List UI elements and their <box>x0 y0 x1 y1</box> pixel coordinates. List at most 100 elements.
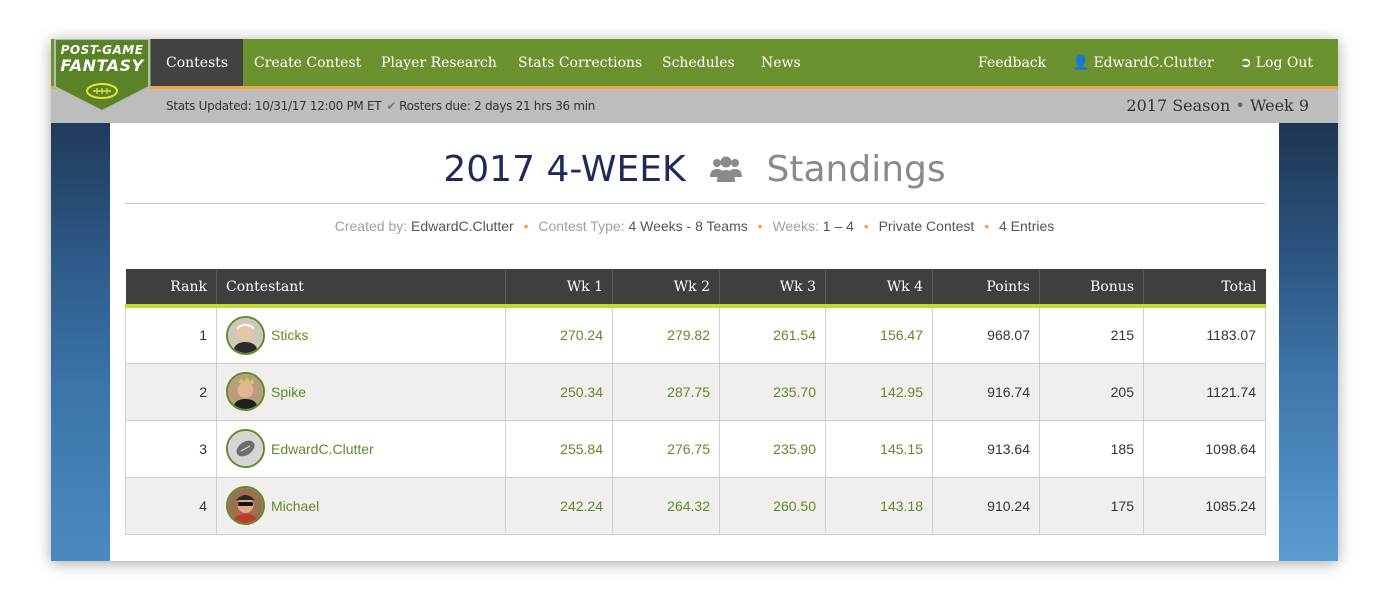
points-cell: 910.24 <box>932 476 1040 535</box>
stats-updated-text: Stats Updated: 10/31/17 12:00 PM ET <box>166 99 382 113</box>
total-cell: 1085.24 <box>1143 476 1266 535</box>
top-nav-bar: Contests Create Contest Player Research … <box>51 39 1338 89</box>
wk2-cell: 276.75 <box>612 419 720 478</box>
wk3-cell: 235.90 <box>719 419 826 478</box>
col-contestant[interactable]: Contestant <box>216 269 506 308</box>
season-text: 2017 Season <box>1126 96 1231 115</box>
season-week: 2017 Season • Week 9 <box>1126 96 1309 115</box>
background-right <box>1279 123 1338 561</box>
contestant-link[interactable]: Michael <box>271 497 320 514</box>
wk4-cell: 143.18 <box>825 476 933 535</box>
nav-logout[interactable]: ➲ Log Out <box>1225 39 1328 86</box>
contest-type-label: Contest Type: <box>538 218 625 234</box>
points-cell: 968.07 <box>932 305 1040 364</box>
standings-table: Rank Contestant Wk 1 Wk 2 Wk 3 Wk 4 Poin… <box>125 269 1266 535</box>
wk3-cell: 260.50 <box>719 476 826 535</box>
rank-cell: 2 <box>125 362 217 421</box>
wk1-cell: 255.84 <box>505 419 613 478</box>
col-points[interactable]: Points <box>932 269 1040 308</box>
check-icon: ✔ <box>386 99 397 113</box>
table-header-row: Rank Contestant Wk 1 Wk 2 Wk 3 Wk 4 Poin… <box>125 269 1266 308</box>
nav-user-name: EdwardC.Clutter <box>1093 55 1214 71</box>
title-contest: 4-WEEK <box>546 149 686 190</box>
avatar[interactable] <box>226 486 265 525</box>
post-game-fantasy-logo[interactable]: POST-GAME FANTASY <box>53 39 151 111</box>
contestant-link[interactable]: Sticks <box>271 327 309 344</box>
wk2-cell: 287.75 <box>612 362 720 421</box>
points-cell: 913.64 <box>932 419 1040 478</box>
bonus-cell: 175 <box>1039 476 1144 535</box>
meta-separator: • <box>984 218 990 234</box>
created-by-label: Created by: <box>334 218 408 234</box>
weeks-value: 1 – 4 <box>822 218 854 234</box>
meta-separator: • <box>757 218 763 234</box>
table-row: 3 EdwardC.Clutter 255.84 276.75 235.90 1… <box>125 419 1266 478</box>
title-year: 2017 <box>443 149 535 190</box>
wk4-cell: 145.15 <box>825 419 933 478</box>
contestant-link[interactable]: EdwardC.Clutter <box>271 440 374 457</box>
rank-cell: 1 <box>125 305 217 364</box>
table-row: 1 Sticks 270.24 279.82 261.54 156.47 968… <box>125 305 1266 364</box>
logo-shield-icon <box>54 39 150 111</box>
standings-panel: 2017 4-WEEK Standings Created by: Edward… <box>110 123 1279 561</box>
contest-meta: Created by: EdwardC.Clutter • Contest Ty… <box>110 218 1279 234</box>
title-divider <box>125 203 1265 204</box>
contestant-link[interactable]: Spike <box>271 383 307 400</box>
col-wk1[interactable]: Wk 1 <box>505 269 613 308</box>
wk3-cell: 235.70 <box>719 362 826 421</box>
status-bar: Stats Updated: 10/31/17 12:00 PM ET ✔ Rost… <box>51 89 1338 123</box>
app-frame: Contests Create Contest Player Research … <box>51 39 1338 561</box>
nav-stats-corrections[interactable]: Stats Corrections <box>518 55 643 71</box>
logo-line2: FANTASY <box>60 56 144 75</box>
wk1-cell: 242.24 <box>505 476 613 535</box>
col-total[interactable]: Total <box>1143 269 1266 308</box>
season-separator: • <box>1235 96 1245 115</box>
user-icon: 👤 <box>1072 55 1090 71</box>
total-cell: 1121.74 <box>1143 362 1266 421</box>
nav-create-contest[interactable]: Create Contest <box>254 55 362 71</box>
col-wk4[interactable]: Wk 4 <box>825 269 933 308</box>
week-text: Week 9 <box>1249 96 1309 115</box>
nav-contests[interactable]: Contests <box>151 39 244 86</box>
created-by-value: EdwardC.Clutter <box>411 218 514 234</box>
football-icon <box>228 431 263 466</box>
wk1-cell: 250.34 <box>505 362 613 421</box>
rank-cell: 4 <box>125 476 217 535</box>
avatar[interactable] <box>226 372 265 411</box>
total-cell: 1098.64 <box>1143 419 1266 478</box>
contestant-cell: Sticks <box>216 305 506 364</box>
background-left <box>51 123 110 561</box>
meta-separator: • <box>523 218 529 234</box>
nav-user-menu[interactable]: 👤 EdwardC.Clutter <box>1057 39 1229 86</box>
page-title: 2017 4-WEEK Standings <box>110 149 1279 192</box>
col-bonus[interactable]: Bonus <box>1039 269 1144 308</box>
entries-value: 4 Entries <box>999 218 1055 234</box>
col-rank[interactable]: Rank <box>125 269 217 308</box>
wk1-cell: 270.24 <box>505 305 613 364</box>
col-wk3[interactable]: Wk 3 <box>719 269 826 308</box>
wk2-cell: 264.32 <box>612 476 720 535</box>
contestant-cell: Spike <box>216 362 506 421</box>
col-wk2[interactable]: Wk 2 <box>612 269 720 308</box>
avatar[interactable] <box>226 429 265 468</box>
meta-separator: • <box>863 218 869 234</box>
status-info: Stats Updated: 10/31/17 12:00 PM ET ✔ Rost… <box>166 99 595 113</box>
logo-line1: POST-GAME <box>60 43 144 57</box>
title-standings: Standings <box>766 149 946 190</box>
nav-player-research[interactable]: Player Research <box>381 55 497 71</box>
weeks-label: Weeks: <box>772 218 819 234</box>
nav-news[interactable]: News <box>761 55 801 71</box>
nav-schedules[interactable]: Schedules <box>662 55 735 71</box>
bonus-cell: 205 <box>1039 362 1144 421</box>
table-row: 4 Michael 242.24 264.32 260.50 143.18 91… <box>125 476 1266 535</box>
contestant-cell: Michael <box>216 476 506 535</box>
avatar[interactable] <box>226 315 265 355</box>
points-cell: 916.74 <box>932 362 1040 421</box>
rank-cell: 3 <box>125 419 217 478</box>
total-cell: 1183.07 <box>1143 305 1266 364</box>
privacy-value: Private Contest <box>878 218 975 234</box>
nav-feedback[interactable]: Feedback <box>978 55 1047 71</box>
group-icon <box>709 151 743 192</box>
bonus-cell: 185 <box>1039 419 1144 478</box>
bonus-cell: 215 <box>1039 305 1144 364</box>
